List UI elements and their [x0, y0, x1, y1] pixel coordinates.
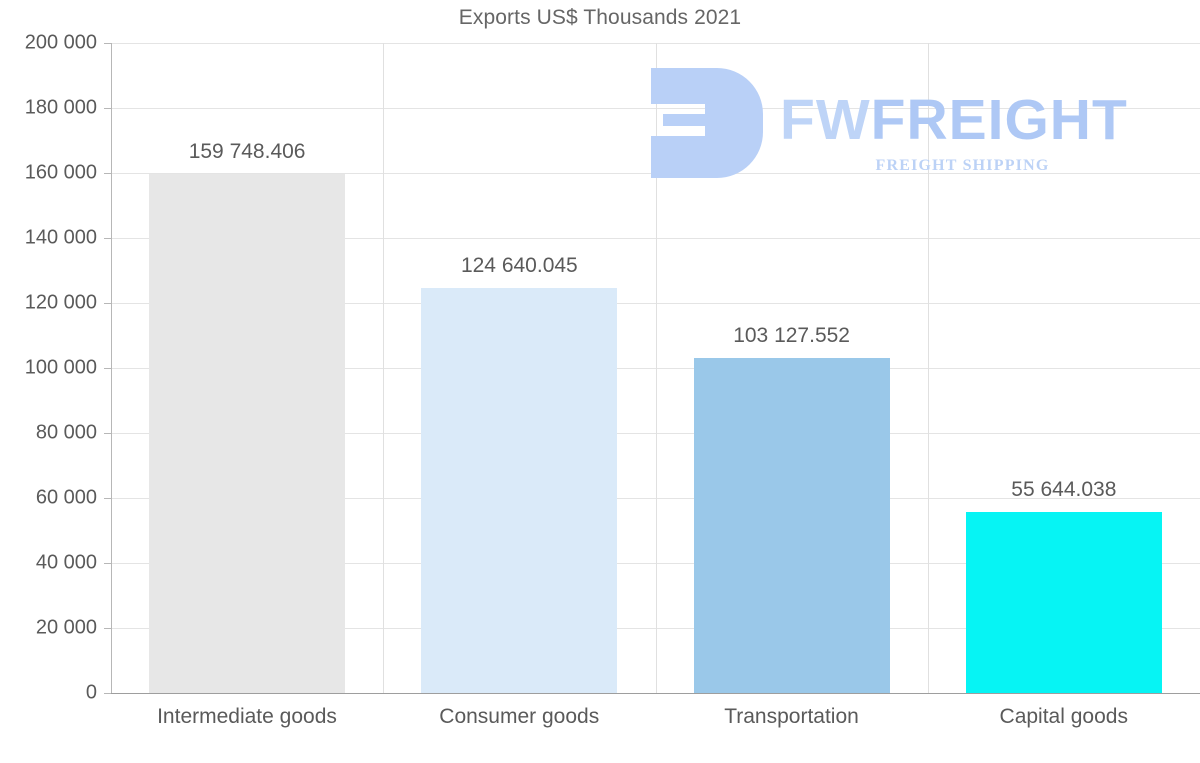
bar-value-label: 55 644.038 — [1011, 478, 1117, 502]
gridline-140000 — [111, 238, 1200, 239]
gridline-120000 — [111, 303, 1200, 304]
y-axis-tick-mark — [104, 433, 111, 434]
y-axis-tick-mark — [104, 628, 111, 629]
y-axis-tick-label: 120 000 — [24, 291, 97, 314]
bar-intermediate-goods[interactable] — [149, 174, 345, 693]
gridline-80000 — [111, 433, 1200, 434]
bar-capital-goods[interactable] — [966, 512, 1162, 693]
gridline-200000 — [111, 43, 1200, 44]
y-axis-line — [111, 43, 112, 694]
y-axis-tick-mark — [104, 498, 111, 499]
x-axis-label-consumer-goods: Consumer goods — [439, 705, 600, 728]
y-axis-tick-label: 180 000 — [24, 96, 97, 119]
chart-title: Exports US$ Thousands 2021 — [458, 6, 742, 29]
bar-value-label: 103 127.552 — [733, 323, 850, 347]
bar-consumer-goods[interactable] — [421, 288, 617, 693]
bar-transportation[interactable] — [694, 358, 890, 693]
y-axis-tick-label: 160 000 — [24, 161, 97, 184]
y-axis-tick-mark — [104, 693, 111, 694]
y-axis-tick-mark — [104, 303, 111, 304]
y-axis-tick-label: 0 — [85, 681, 97, 704]
y-axis-tick-label: 60 000 — [35, 486, 97, 509]
gridline-40000 — [111, 563, 1200, 564]
category-separator — [383, 43, 384, 693]
gridline-20000 — [111, 628, 1200, 629]
x-axis-line — [111, 693, 1200, 694]
y-axis-tick-mark — [104, 173, 111, 174]
y-axis-tick-mark — [104, 238, 111, 239]
gridline-60000 — [111, 498, 1200, 499]
y-axis-tick-mark — [104, 108, 111, 109]
y-axis-tick-label: 40 000 — [35, 551, 97, 574]
y-axis-tick-label: 80 000 — [35, 421, 97, 444]
x-axis-label-capital-goods: Capital goods — [999, 705, 1128, 728]
y-axis-tick-label: 200 000 — [24, 31, 97, 54]
x-axis-label-intermediate-goods: Intermediate goods — [157, 705, 337, 728]
bar-value-label: 159 748.406 — [188, 139, 306, 163]
y-axis-tick-label: 100 000 — [24, 356, 97, 379]
bar-value-label: 124 640.045 — [460, 253, 578, 277]
category-separator — [656, 43, 657, 693]
x-axis-label-transportation: Transportation — [724, 705, 859, 728]
category-separator — [928, 43, 929, 693]
y-axis-tick-mark — [104, 563, 111, 564]
y-axis-tick-label: 140 000 — [24, 226, 97, 249]
y-axis-tick-mark — [104, 43, 111, 44]
gridline-100000 — [111, 368, 1200, 369]
y-axis-tick-mark — [104, 368, 111, 369]
y-axis-tick-label: 20 000 — [35, 616, 97, 639]
plot-area — [111, 43, 1200, 694]
